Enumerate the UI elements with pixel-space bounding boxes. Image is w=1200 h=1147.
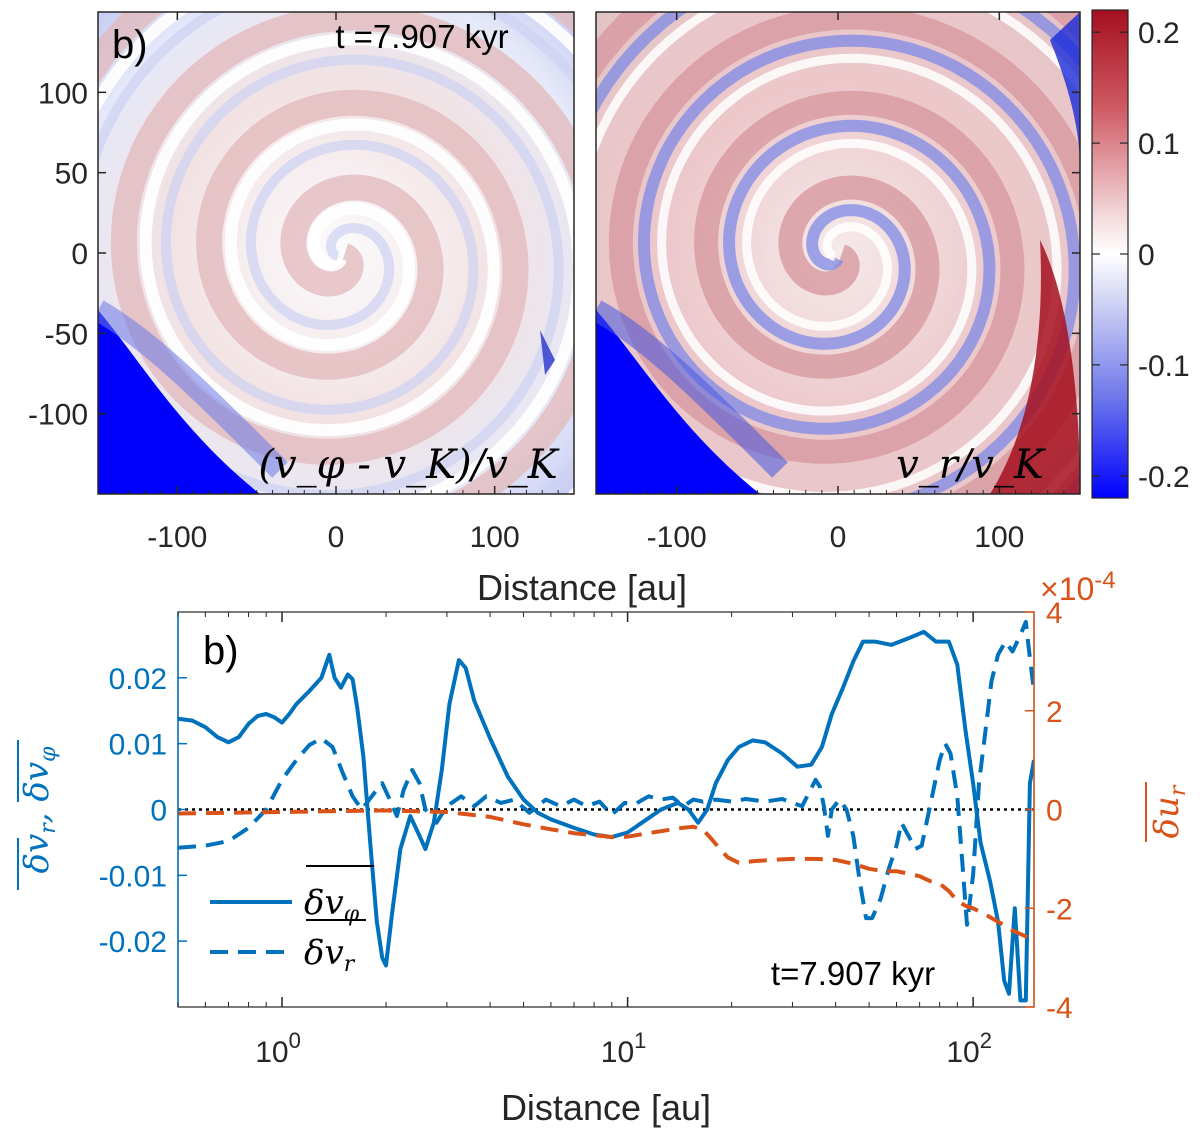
colorbar-tick-label: 0.2 [1138, 17, 1180, 50]
top-xtick-label: -100 [147, 521, 207, 554]
series-line-0 [178, 629, 1034, 1003]
right-ytick-label: 4 [1046, 597, 1063, 630]
right-map-red-region [990, 240, 1080, 494]
bottom-line-chart: 0.02 0.01 0 -0.01 -0.02 4 2 0 -2 -4 100 101 102 [99, 597, 1073, 1069]
svg-text:δvr, δvφ: δvr, δvφ [17, 746, 61, 874]
left-map-blue-corner [98, 310, 260, 494]
top-xtick-label: 0 [328, 521, 345, 554]
left-ytick-label: 0.01 [109, 729, 167, 762]
colorbar-tick-label: -0.2 [1138, 461, 1190, 494]
svg-text:δur: δur [1147, 784, 1191, 838]
left-spiral-arm-white [98, 12, 574, 494]
top-xlabel: Distance [au] [477, 567, 687, 608]
top-xtick-label: 100 [974, 521, 1024, 554]
series-line-2 [178, 808, 1034, 943]
top-xtick-label: 100 [470, 521, 520, 554]
top-ytick-label: -100 [28, 399, 88, 432]
bottom-panel-label: b) [203, 629, 239, 673]
top-xtick-label: -100 [647, 521, 707, 554]
top-ytick-label: -50 [45, 318, 88, 351]
top-ytick-label: 0 [71, 238, 88, 271]
top-panel-label: b) [112, 23, 148, 67]
top-time-label: t =7.907 kyr [335, 18, 508, 55]
xtick-label: 100 [255, 1028, 301, 1069]
left-spiral-arm-red [98, 12, 574, 494]
right-ytick-label: -4 [1046, 992, 1073, 1025]
xtick-label: 102 [946, 1028, 992, 1069]
right-spiral-arm-red [596, 12, 1080, 494]
xtick-label: 101 [601, 1028, 647, 1069]
left-ytick-label: 0 [150, 795, 167, 828]
right-velocity-map [596, 12, 1080, 494]
legend: δvφ δvr [210, 865, 374, 977]
left-map-label: (v_φ - v_K)/v_K [258, 442, 559, 488]
colorbar-tick-label: -0.1 [1138, 350, 1190, 383]
bottom-xlabel: Distance [au] [501, 1087, 711, 1128]
svg-text:×10-4: ×10-4 [1040, 567, 1116, 607]
right-ytick-label: 0 [1046, 795, 1063, 828]
colorbar-tick-label: 0 [1138, 239, 1155, 272]
right-map-label: v_r/v_K [896, 442, 1046, 488]
left-spiral-arm-blue [98, 12, 574, 494]
right-axis-multiplier: ×10-4 [1040, 567, 1116, 607]
right-ytick-label: -2 [1046, 893, 1073, 926]
left-velocity-map [98, 12, 574, 494]
right-map-blue-corner [596, 310, 760, 494]
top-maps [97, 11, 1081, 495]
bottom-ylabel-right: δur [1145, 782, 1191, 842]
top-ytick-label: 100 [38, 77, 88, 110]
series-line-1 [178, 619, 1034, 927]
bottom-ylabel-left: δvr, δvφ [17, 740, 61, 890]
right-ytick-label: 2 [1046, 696, 1063, 729]
colorbar: 0.2 0.1 0 -0.1 -0.2 [1091, 9, 1190, 499]
right-spiral-arm-blue [596, 12, 1080, 494]
top-ytick-label: 50 [55, 158, 88, 191]
top-xtick-label: 0 [830, 521, 847, 554]
right-spiral-arm-white [596, 12, 1080, 494]
bottom-time-annotation: t=7.907 kyr [771, 955, 935, 992]
left-ytick-label: 0.02 [109, 663, 167, 696]
left-ytick-label: -0.02 [99, 926, 167, 959]
colorbar-tick-label: 0.1 [1138, 128, 1180, 161]
top-axes: -100 0 100 -100 0 100 100 50 0 -50 -100 [28, 12, 1080, 554]
left-ytick-label: -0.01 [99, 860, 167, 893]
